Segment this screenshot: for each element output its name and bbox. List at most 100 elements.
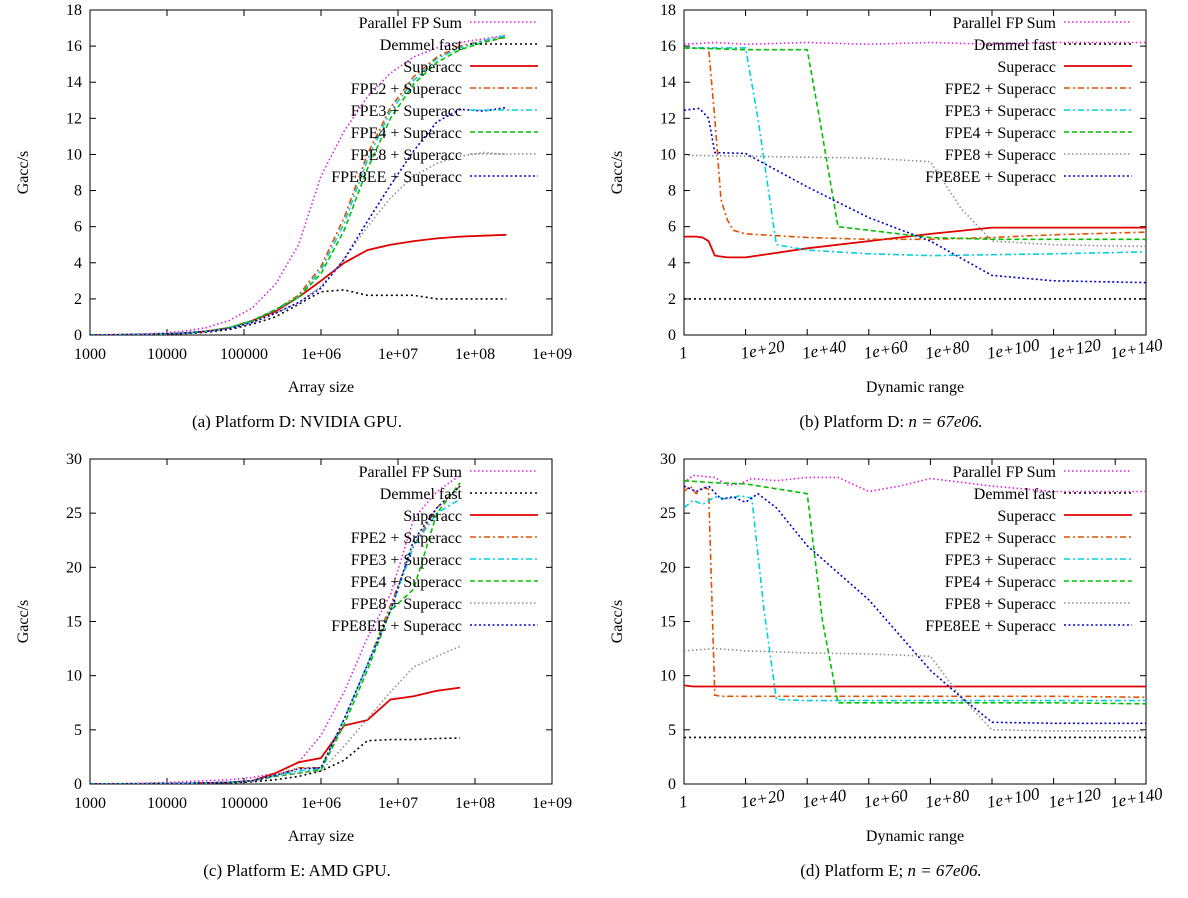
x-tick-label: 1e+07 (378, 346, 418, 363)
y-tick-label: 14 (660, 74, 676, 91)
series-line-5 (90, 34, 507, 335)
y-tick-label: 10 (66, 668, 82, 685)
chart-panel-b: 0 2 4 6 8 10 12 14 16 18 1 1e+20 1e+40 1e+60 1e+80 1e+1… (594, 0, 1188, 449)
x-axis-label: Dynamic range (866, 379, 964, 396)
chart-d-caption: (d) Platform E; n = 67e06. (594, 861, 1188, 881)
x-tick-label: 10000 (147, 795, 187, 812)
x-tick-label: 1e+120 (1047, 335, 1103, 363)
legend-label: FPE4 + Superacc (351, 574, 462, 591)
x-tick-label: 1e+40 (801, 785, 849, 812)
x-axis-label: Dynamic range (866, 828, 964, 845)
x-tick-label: 1e+06 (301, 795, 341, 812)
chart-c-caption: (c) Platform E: AMD GPU. (0, 861, 594, 881)
legend-label: FPE2 + Superacc (351, 81, 462, 98)
y-axis-label: Gacc/s (15, 151, 32, 195)
legend-label: Demmel fast (380, 486, 463, 503)
y-tick-label: 12 (66, 110, 82, 127)
legend-label: FPE2 + Superacc (945, 530, 1056, 547)
y-axis-label: Gacc/s (609, 600, 626, 644)
series-line-3 (684, 684, 1146, 688)
y-axis-label: Gacc/s (609, 151, 626, 195)
chart-a-caption: (a) Platform D: NVIDIA GPU. (0, 412, 594, 432)
y-tick-label: 20 (660, 559, 676, 576)
legend-label: FPE3 + Superacc (945, 103, 1056, 120)
series-line-6 (684, 47, 1146, 241)
legend-label: FPE2 + Superacc (351, 530, 462, 547)
chart-d-caption-math: n = 67e06. (907, 861, 982, 880)
y-tick-label: 15 (660, 614, 676, 631)
plot-frame (683, 9, 1147, 336)
x-tick-label: 1e+09 (532, 346, 572, 363)
y-tick-label: 5 (668, 722, 676, 739)
y-tick-label: 4 (74, 255, 82, 272)
legend-label: Superacc (403, 59, 462, 76)
legend-label: FPE2 + Superacc (945, 81, 1056, 98)
chart-c-caption-text: (c) Platform E: AMD GPU. (203, 861, 391, 880)
chart-a-plot: 0 2 4 6 8 10 12 14 16 18 1000 10000 100000 1e+06 1e+07… (15, 2, 572, 396)
y-tick-label: 16 (66, 38, 82, 55)
chart-panel-d: 0 5 10 15 20 25 30 1 1e+20 1e+40 1e+60 1e+80 1e+100 1… (594, 449, 1188, 898)
x-tick-label: 100000 (220, 795, 268, 812)
series-line-3 (90, 686, 461, 784)
x-tick-label: 100000 (220, 346, 268, 363)
legend-label: Parallel FP Sum (359, 464, 463, 481)
legend-label: Demmel fast (974, 486, 1057, 503)
series-line-1 (684, 474, 1146, 493)
chart-a-caption-text: (a) Platform D: NVIDIA GPU. (191, 412, 403, 431)
legend-label: FPE3 + Superacc (351, 552, 462, 569)
x-tick-label: 1e+20 (739, 785, 787, 812)
y-tick-label: 0 (668, 327, 676, 344)
y-tick-label: 10 (660, 668, 676, 685)
x-tick-label: 1e+80 (924, 785, 972, 812)
y-tick-label: 30 (660, 451, 676, 468)
legend-label: FPE4 + Superacc (945, 574, 1056, 591)
y-tick-label: 0 (668, 776, 676, 793)
series-line-4 (684, 47, 1146, 241)
chart-panel-c: 0 5 10 15 20 25 30 1000 10000 100000 1e+06 1e+07 1e+… (0, 449, 594, 898)
legend-label: Parallel FP Sum (953, 15, 1057, 32)
chart-c-plot: 0 5 10 15 20 25 30 1000 10000 100000 1e+06 1e+07 1e+… (15, 451, 572, 845)
x-tick-label: 1e+07 (378, 795, 418, 812)
series-line-1 (90, 474, 461, 784)
series-line-4 (90, 36, 507, 335)
legend-label: Superacc (997, 59, 1056, 76)
x-tick-label: 1e+100 (985, 784, 1041, 812)
x-tick-label: 1e+120 (1047, 784, 1103, 812)
chart-b-caption-text: (b) Platform D: (799, 412, 905, 431)
series-line-6 (90, 36, 507, 335)
legend-label: FPE3 + Superacc (945, 552, 1056, 569)
series-line-7 (684, 647, 1146, 732)
y-tick-label: 10 (66, 146, 82, 163)
series-line-3 (684, 226, 1146, 259)
x-tick-label: 1e+08 (455, 346, 495, 363)
series-line-4 (684, 484, 1146, 699)
y-tick-label: 12 (660, 110, 676, 127)
chart-panel-a: 0 2 4 6 8 10 12 14 16 18 1000 10000 100000 1e+06 1e+07… (0, 0, 594, 449)
x-tick-label: 1e+60 (862, 785, 910, 812)
legend-label: FPE8 + Superacc (351, 596, 462, 613)
legend-label: FPE8EE + Superacc (925, 169, 1056, 186)
x-tick-label: 1e+06 (301, 346, 341, 363)
x-tick-label: 1e+140 (1109, 335, 1165, 363)
y-tick-label: 15 (66, 614, 82, 631)
chart-b-caption-math: n = 67e06. (908, 412, 983, 431)
series-line-1 (90, 34, 507, 335)
x-tick-label: 1 (677, 343, 689, 363)
series-line-7 (90, 645, 461, 784)
legend-label: FPE4 + Superacc (351, 125, 462, 142)
y-tick-label: 4 (668, 255, 676, 272)
chart-b-caption: (b) Platform D: n = 67e06. (594, 412, 1188, 432)
y-tick-label: 30 (66, 451, 82, 468)
series-line-7 (684, 154, 1146, 248)
legend-label: FPE8 + Superacc (351, 147, 462, 164)
series-line-1 (684, 41, 1146, 46)
series-line-6 (684, 479, 1146, 705)
x-axis-label: Array size (288, 379, 354, 396)
x-tick-label: 1e+40 (801, 336, 849, 363)
y-tick-label: 25 (66, 505, 82, 522)
x-tick-label: 10000 (147, 346, 187, 363)
x-tick-label: 1e+80 (924, 336, 972, 363)
chart-b-plot: 0 2 4 6 8 10 12 14 16 18 1 1e+20 1e+40 1e+60 1e+80 1e+1… (609, 2, 1165, 396)
series-line-5 (684, 494, 1146, 702)
